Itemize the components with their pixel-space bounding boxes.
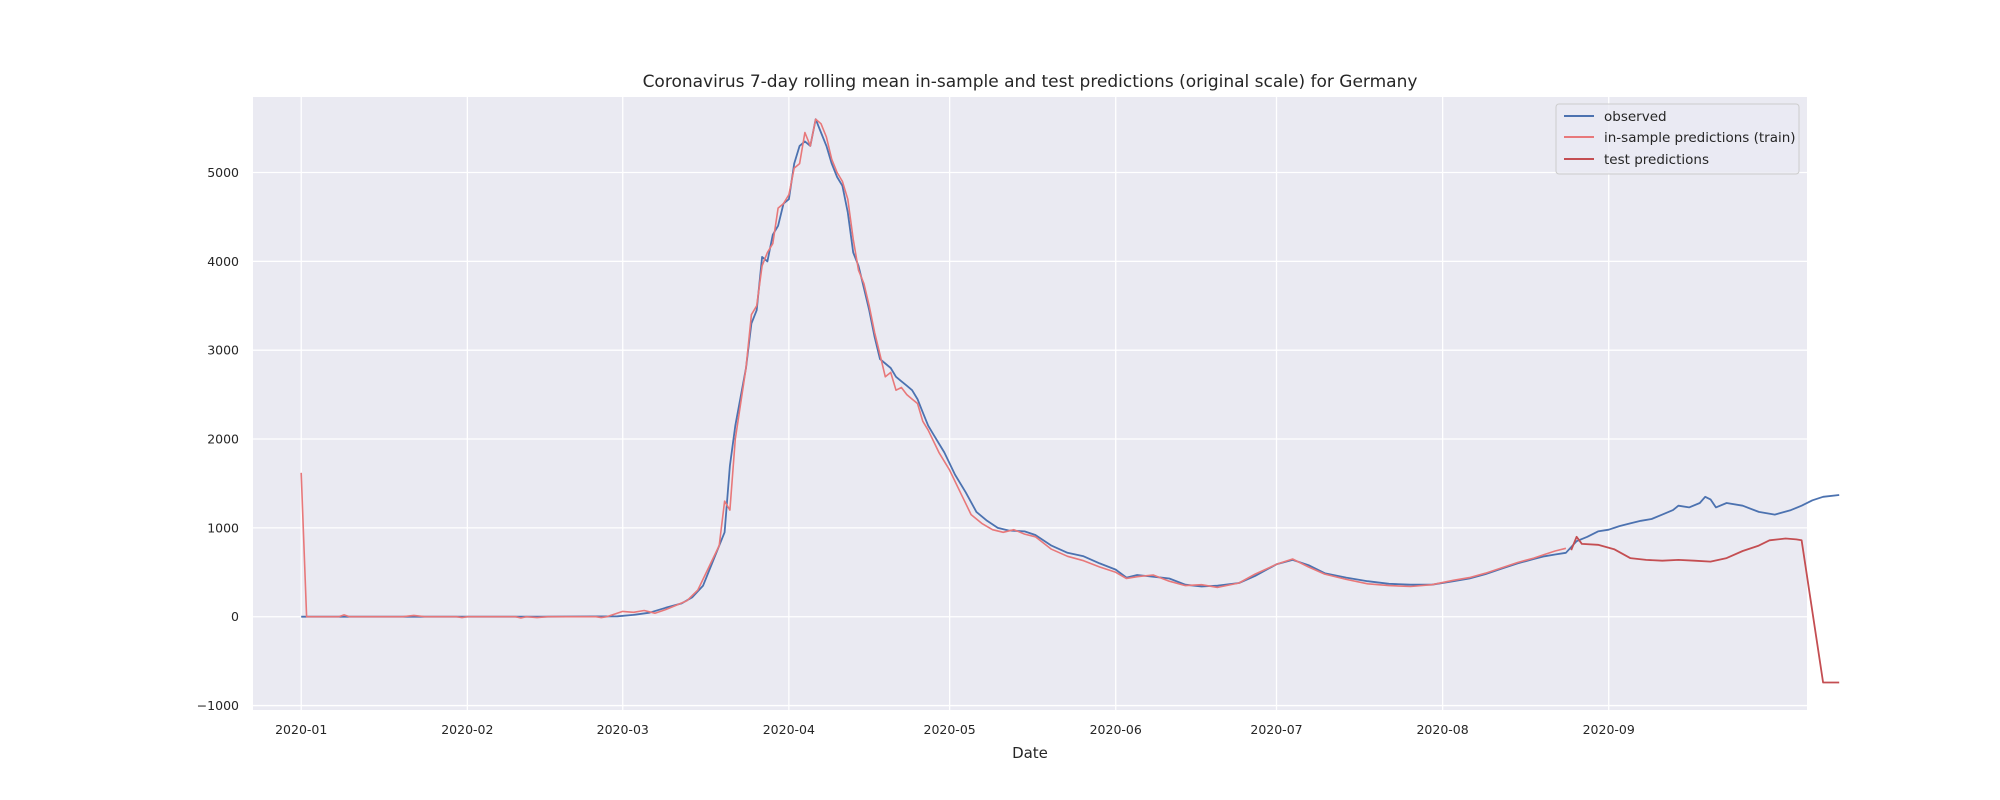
series-lines <box>300 118 1840 684</box>
legend-label-train: in-sample predictions (train) <box>1604 130 1796 146</box>
y-tick-label: 3000 <box>207 343 239 358</box>
plot-area <box>253 97 1807 710</box>
chart-title: Coronavirus 7-day rolling mean in-sample… <box>643 72 1418 92</box>
grid <box>253 97 1807 710</box>
x-tick-label: 2020-03 <box>597 722 649 737</box>
x-tick-label: 2020-06 <box>1090 722 1142 737</box>
legend: observed in-sample predictions (train) t… <box>1555 103 1800 175</box>
y-tick-label: −1000 <box>197 698 239 713</box>
x-tick-label: 2020-09 <box>1583 722 1635 737</box>
y-tick-label: 2000 <box>207 432 239 447</box>
x-axis-label: Date <box>1012 744 1048 762</box>
y-tick-label: 1000 <box>207 520 239 535</box>
series-line-in-sample-predictions-train <box>300 118 1567 619</box>
series-line-test-predictions <box>1570 535 1840 684</box>
x-tick-label: 2020-02 <box>441 722 493 737</box>
tick-labels: 2020-01 2020-02 2020-03 2020-04 2020-05 2020-… <box>197 165 1635 737</box>
x-tick-label: 2020-04 <box>763 722 815 737</box>
x-tick-label: 2020-08 <box>1416 722 1468 737</box>
y-tick-label: 4000 <box>207 254 239 269</box>
y-tick-label: 0 <box>231 609 239 624</box>
x-tick-label: 2020-01 <box>275 722 327 737</box>
y-tick-label: 5000 <box>207 165 239 180</box>
legend-label-test: test predictions <box>1604 152 1709 168</box>
legend-label-observed: observed <box>1604 109 1667 125</box>
x-tick-label: 2020-05 <box>924 722 976 737</box>
x-tick-label: 2020-07 <box>1250 722 1302 737</box>
legend-box <box>1555 103 1800 175</box>
